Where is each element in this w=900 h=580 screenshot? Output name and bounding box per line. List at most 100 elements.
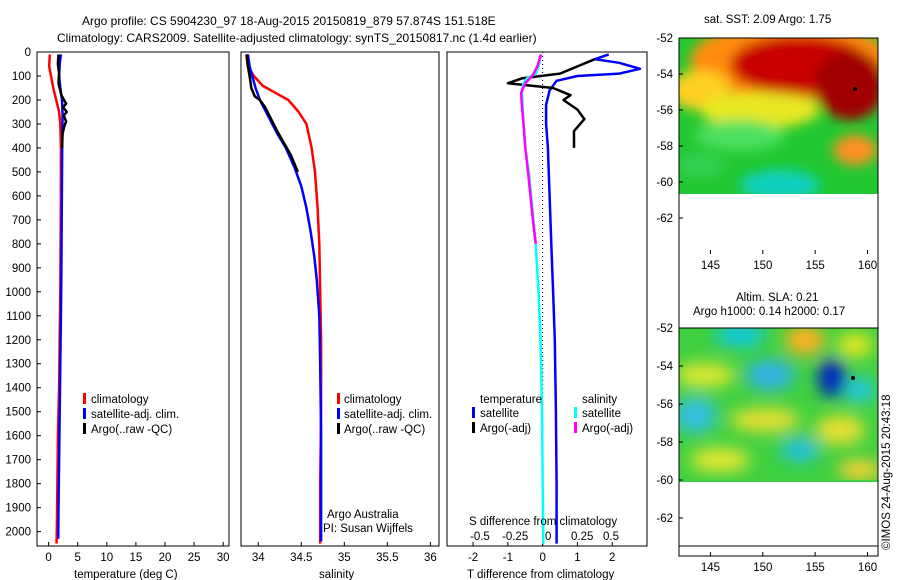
sst-longitude-axis: 145 150 155 160: [701, 250, 877, 272]
lat-tick-label: -62: [656, 513, 673, 525]
salinity-panel: 34 34.5 35 35.5 36 salinity climatology sate…: [240, 51, 440, 580]
depth-tick-label: 300: [12, 119, 31, 131]
legend-swatch-argo: [337, 423, 340, 434]
legend-swatch-temp-argo: [472, 422, 475, 433]
legend-label-argo: Argo(..raw -QC): [91, 424, 172, 436]
legend-title-salinity: salinity: [582, 394, 617, 406]
lon-tick-label: 160: [858, 562, 877, 574]
lat-tick-label: -52: [656, 33, 673, 45]
salinity-profile-lines: [244, 54, 323, 544]
temperature-difference-x-axis: -2 -1 0 1 2: [468, 542, 615, 564]
sst-map-panel: sat. SST: 2.09 Argo: 1.75 -52 -54 -56 -58 -6…: [656, 14, 879, 547]
credit-line-2: PI: Susan Wijffels: [323, 523, 413, 535]
x-tick-label: 34: [252, 552, 265, 564]
legend-swatch-temp-satellite: [472, 407, 475, 418]
lat-tick-label: -56: [656, 399, 673, 411]
sla-latitude-axis: -52 -54 -56 -58 -60 -62: [656, 323, 683, 525]
depth-tick-label: 1900: [5, 503, 31, 515]
top-tick-label: 0.5: [603, 531, 619, 543]
difference-panel: -2 -1 0 1 2 temperature satellite Argo(-adj)…: [446, 51, 648, 580]
x-tick-label: 2: [609, 552, 615, 564]
depth-tick-label: 1300: [5, 359, 31, 371]
sst-map-title: sat. SST: 2.09 Argo: 1.75: [704, 14, 831, 26]
temperature-difference-axis-label: T difference from climatology: [467, 569, 614, 580]
temperature-x-axis: 0 5 10 15 20 25 30: [45, 542, 230, 564]
legend-title-temperature: temperature: [480, 394, 542, 406]
lon-tick-label: 150: [753, 260, 772, 272]
depth-tick-label: 1700: [5, 455, 31, 467]
legend-label-satellite: satellite-adj. clim.: [344, 409, 432, 421]
x-tick-label: 34.5: [290, 552, 312, 564]
sst-map-frame: [678, 37, 879, 547]
sla-map-panel: Altim. SLA: 0.21 Argo h1000: 0.14 h2000:…: [656, 292, 879, 574]
depth-tick-label: 100: [12, 71, 31, 83]
legend-label-temp-argo: Argo(-adj): [480, 423, 531, 435]
series-line-climatology-red: [244, 54, 323, 544]
salinity-difference-tick-labels: -0.5 -0.25 0 0.25 0.5: [470, 531, 619, 543]
legend-swatch-argo: [83, 423, 86, 434]
sst-heatmap: [679, 38, 878, 194]
legend-label-sal-satellite: satellite: [582, 408, 621, 420]
x-tick-label: 0: [539, 552, 545, 564]
x-tick-label: 36: [424, 552, 437, 564]
figure-title-line2: Climatology: CARS2009. Satellite-adjuste…: [57, 31, 537, 45]
depth-tick-label: 500: [12, 167, 31, 179]
lat-tick-label: -58: [656, 141, 673, 153]
legend-label-temp-satellite: satellite: [480, 408, 519, 420]
depth-tick-label: 800: [12, 239, 31, 251]
temperature-panel: 0100200300400500600700800900100011001200…: [5, 47, 229, 580]
lon-tick-label: 150: [753, 562, 772, 574]
sla-heatmap: [679, 328, 878, 480]
legend-label-argo: Argo(..raw -QC): [344, 424, 425, 436]
lat-tick-label: -58: [656, 437, 673, 449]
legend-label-sal-argo: Argo(-adj): [582, 423, 633, 435]
top-tick-label: 0: [545, 531, 551, 543]
depth-tick-label: 700: [12, 215, 31, 227]
difference-axes-frame: [446, 51, 648, 547]
series-line-argo--adj--magenta: [519, 54, 543, 244]
legend-swatch-satellite: [83, 408, 86, 419]
sla-longitude-axis: 145 150 155 160: [701, 552, 877, 574]
legend-label-climatology: climatology: [91, 394, 149, 406]
temperature-legend: climatology satellite-adj. clim. Argo(..…: [83, 393, 179, 436]
x-tick-label: 10: [100, 552, 113, 564]
lat-tick-label: -52: [656, 323, 673, 335]
depth-tick-label: 200: [12, 95, 31, 107]
depth-tick-label: 1500: [5, 407, 31, 419]
salinity-legend: climatology satellite-adj. clim. Argo(..…: [337, 393, 432, 436]
salinity-axes-frame: [240, 51, 440, 547]
depth-tick-label: 1400: [5, 383, 31, 395]
legend-swatch-sal-argo: [574, 422, 577, 433]
sst-latitude-axis: -52 -54 -56 -58 -60 -62: [656, 33, 683, 225]
series-line-argo---raw--qc--black: [56, 54, 68, 148]
x-tick-label: 0: [45, 552, 51, 564]
depth-tick-label: 2000: [5, 527, 31, 539]
lon-tick-label: 145: [701, 562, 720, 574]
lat-tick-label: -62: [656, 213, 673, 225]
legend-label-satellite: satellite-adj. clim.: [91, 409, 179, 421]
depth-tick-label: 1800: [5, 479, 31, 491]
series-line-argo--adj--black: [506, 58, 596, 148]
lat-tick-label: -56: [656, 105, 673, 117]
x-tick-label: -1: [503, 552, 513, 564]
lat-tick-label: -54: [656, 69, 673, 81]
legend-label-climatology: climatology: [344, 394, 402, 406]
x-tick-label: 35: [338, 552, 351, 564]
x-tick-label: 15: [130, 552, 143, 564]
argo-location-marker: [851, 376, 855, 380]
x-tick-label: 25: [188, 552, 201, 564]
legend-swatch-climatology: [83, 393, 86, 404]
depth-tick-label: 0: [25, 47, 31, 59]
top-tick-label: -0.25: [502, 531, 528, 543]
x-tick-label: -2: [468, 552, 478, 564]
x-tick-label: 5: [75, 552, 81, 564]
temperature-axis-label: temperature (deg C): [74, 569, 178, 580]
top-tick-label: 0.25: [571, 531, 593, 543]
depth-tick-label: 900: [12, 263, 31, 275]
lat-tick-label: -60: [656, 177, 673, 189]
x-tick-label: 30: [217, 552, 230, 564]
x-tick-label: 20: [159, 552, 172, 564]
difference-legend: temperature satellite Argo(-adj) salinit…: [472, 394, 633, 435]
lon-tick-label: 155: [806, 260, 825, 272]
